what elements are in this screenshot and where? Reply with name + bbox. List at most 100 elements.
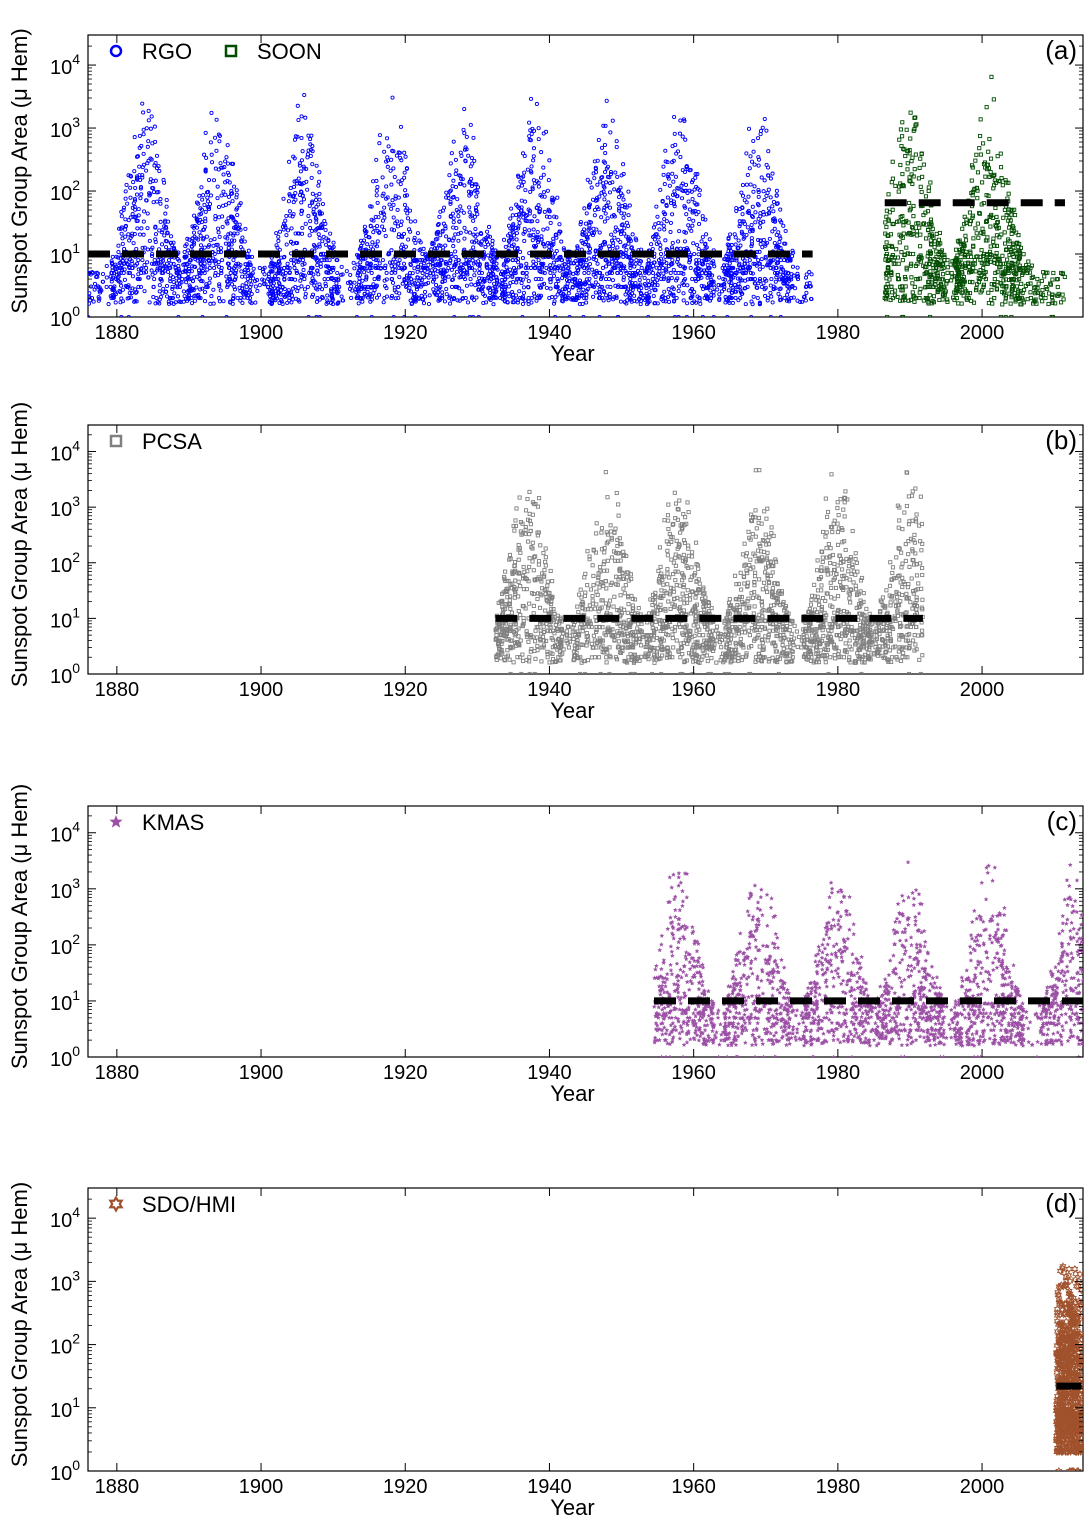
data-point: [621, 275, 626, 280]
data-point: [135, 226, 140, 231]
data-point: [225, 161, 231, 166]
data-point: [208, 140, 213, 145]
data-point: [446, 274, 451, 279]
data-point: [383, 263, 388, 268]
data-point: [782, 258, 787, 263]
data-point: [750, 204, 755, 209]
data-point: [531, 128, 537, 133]
data-point: [746, 126, 752, 131]
data-point: [624, 220, 629, 225]
data-point: [541, 165, 546, 170]
data-point: [388, 168, 393, 173]
data-point: [763, 241, 768, 246]
data-point: [557, 289, 562, 294]
data-point: [778, 314, 783, 317]
y-tick-label: 100: [50, 303, 80, 331]
data-point: [369, 204, 374, 209]
data-point: [389, 248, 394, 253]
data-point: [506, 258, 511, 263]
data-point: [661, 172, 666, 177]
data-point: [150, 251, 155, 257]
data-point: [215, 184, 220, 189]
data-point: [675, 257, 680, 262]
data-point: [118, 290, 123, 295]
data-point: [453, 157, 458, 162]
data-point: [751, 149, 756, 154]
data-point: [305, 284, 310, 289]
data-point: [317, 282, 322, 287]
data-point: [138, 184, 144, 190]
data-point: [237, 222, 242, 227]
data-point: [670, 212, 675, 217]
data-point: [748, 270, 753, 276]
data-point: [586, 232, 591, 237]
data-point: [336, 276, 341, 281]
data-point: [448, 161, 453, 166]
data-point: [220, 165, 225, 170]
data-point: [665, 195, 670, 200]
data-point: [707, 237, 712, 242]
data-point: [489, 246, 494, 251]
data-point: [522, 238, 527, 244]
data-point: [739, 229, 744, 234]
data-point: [727, 261, 732, 266]
data-point: [400, 178, 405, 183]
data-point: [442, 299, 447, 304]
data-point: [161, 286, 166, 291]
data-point: [685, 301, 690, 306]
data-point: [457, 275, 462, 280]
data-point: [389, 277, 394, 282]
data-point: [289, 258, 294, 263]
data-point: [221, 172, 226, 177]
data-point: [159, 230, 164, 235]
data-point: [638, 273, 643, 278]
data-point: [676, 239, 681, 244]
data-point: [535, 219, 540, 224]
data-point: [649, 285, 654, 290]
data-point: [626, 213, 631, 218]
data-point: [301, 267, 306, 273]
data-point: [467, 205, 472, 210]
data-point: [531, 146, 536, 151]
data-point: [778, 207, 783, 212]
data-point: [160, 228, 165, 233]
data-point: [614, 261, 619, 266]
data-point: [134, 192, 140, 197]
data-point: [621, 277, 626, 282]
data-point: [380, 224, 385, 229]
data-point: [276, 238, 281, 244]
data-point: [762, 178, 767, 183]
data-point: [763, 293, 768, 298]
data-point: [278, 229, 283, 234]
data-point: [544, 285, 549, 290]
data-point: [766, 187, 771, 192]
data-point: [527, 233, 532, 238]
data-point: [472, 268, 477, 273]
data-point: [539, 277, 544, 282]
data-point: [231, 233, 236, 238]
data-point: [522, 170, 527, 175]
data-point: [314, 193, 319, 198]
data-point: [634, 299, 640, 304]
x-tick-label: 2000: [960, 322, 1005, 344]
data-point: [757, 277, 763, 282]
data-point: [519, 183, 525, 188]
data-point: [664, 219, 669, 224]
data-point: [307, 203, 312, 208]
data-point: [655, 214, 660, 219]
data-point: [191, 230, 197, 235]
data-point: [671, 299, 677, 304]
data-point: [248, 295, 253, 301]
data-point: [176, 314, 181, 317]
data-point: [592, 207, 597, 212]
data-point: [762, 287, 767, 292]
data-point: [709, 296, 714, 301]
data-point: [142, 245, 147, 250]
data-point: [317, 235, 322, 241]
data-point: [401, 231, 407, 236]
data-point: [530, 238, 535, 243]
data-point: [612, 235, 617, 240]
data-point: [769, 294, 774, 299]
data-point: [383, 234, 388, 239]
